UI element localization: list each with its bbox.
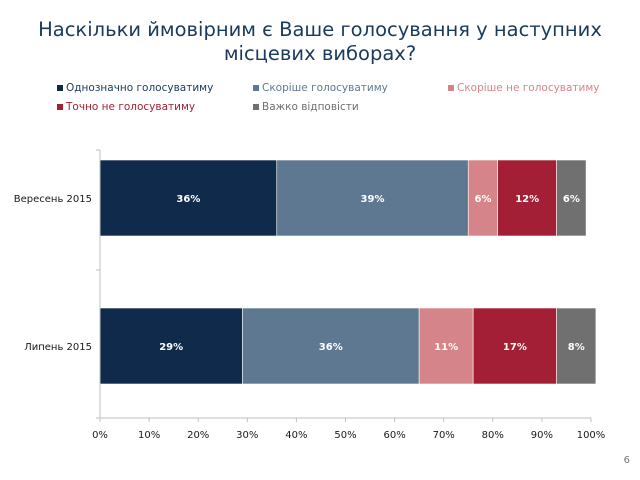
data-label: 11% bbox=[434, 342, 458, 353]
data-label: 8% bbox=[568, 342, 585, 353]
x-tick-label: 50% bbox=[334, 430, 356, 441]
data-label: 36% bbox=[319, 342, 343, 353]
legend: Однозначно голосуватиму Скоріше голосуват… bbox=[0, 0, 640, 120]
category-label: Вересень 2015 bbox=[14, 194, 92, 205]
bar-segment bbox=[418, 307, 474, 385]
bar-segment bbox=[242, 307, 420, 385]
bar-segment bbox=[556, 307, 597, 385]
page-title: Наскільки ймовірним є Ваше голосування у… bbox=[38, 18, 602, 65]
legend-swatch bbox=[253, 104, 259, 110]
bar-segment bbox=[472, 307, 557, 385]
legend-label: Точно не голосуватиму bbox=[66, 101, 196, 113]
x-tick-label: 90% bbox=[531, 430, 553, 441]
x-tick-label: 70% bbox=[433, 430, 455, 441]
bar-segment bbox=[99, 307, 243, 385]
legend-swatch bbox=[253, 85, 259, 91]
bar-segment bbox=[556, 159, 587, 237]
x-tick-label: 0% bbox=[92, 430, 108, 441]
category-label: Липень 2015 bbox=[24, 342, 92, 353]
page-number: 6 bbox=[623, 455, 630, 466]
x-tick-label: 10% bbox=[138, 430, 160, 441]
legend-item: Точно не голосуватиму bbox=[57, 101, 195, 113]
legend-item: Однозначно голосуватиму bbox=[57, 82, 213, 94]
x-tick-label: 60% bbox=[383, 430, 405, 441]
bar-segment bbox=[99, 159, 278, 237]
x-tick-label: 80% bbox=[482, 430, 504, 441]
bar-segment bbox=[497, 159, 557, 237]
legend-item: Скоріше голосуватиму bbox=[253, 82, 388, 94]
legend-label: Скоріше голосуватиму bbox=[262, 82, 388, 94]
legend-item: Скоріше не голосуватиму bbox=[448, 82, 600, 94]
legend-item: Важко відповісти bbox=[253, 101, 359, 113]
bar-segment bbox=[276, 159, 469, 237]
legend-label: Важко відповісти bbox=[262, 101, 359, 113]
data-label: 39% bbox=[361, 194, 385, 205]
data-label: 36% bbox=[176, 194, 200, 205]
x-tick-label: 30% bbox=[236, 430, 258, 441]
legend-label: Однозначно голосуватиму bbox=[66, 82, 214, 94]
x-tick-label: 20% bbox=[187, 430, 209, 441]
data-label: 29% bbox=[159, 342, 183, 353]
bar-segment bbox=[467, 159, 499, 237]
data-label: 6% bbox=[563, 194, 580, 205]
data-label: 17% bbox=[503, 342, 527, 353]
x-tick-label: 100% bbox=[577, 430, 606, 441]
legend-swatch bbox=[57, 104, 63, 110]
data-label: 6% bbox=[474, 194, 491, 205]
x-tick-label: 40% bbox=[285, 430, 307, 441]
data-label: 12% bbox=[515, 194, 539, 205]
legend-swatch bbox=[57, 85, 63, 91]
legend-label: Скоріше не голосуватиму bbox=[457, 82, 600, 94]
legend-swatch bbox=[448, 85, 454, 91]
